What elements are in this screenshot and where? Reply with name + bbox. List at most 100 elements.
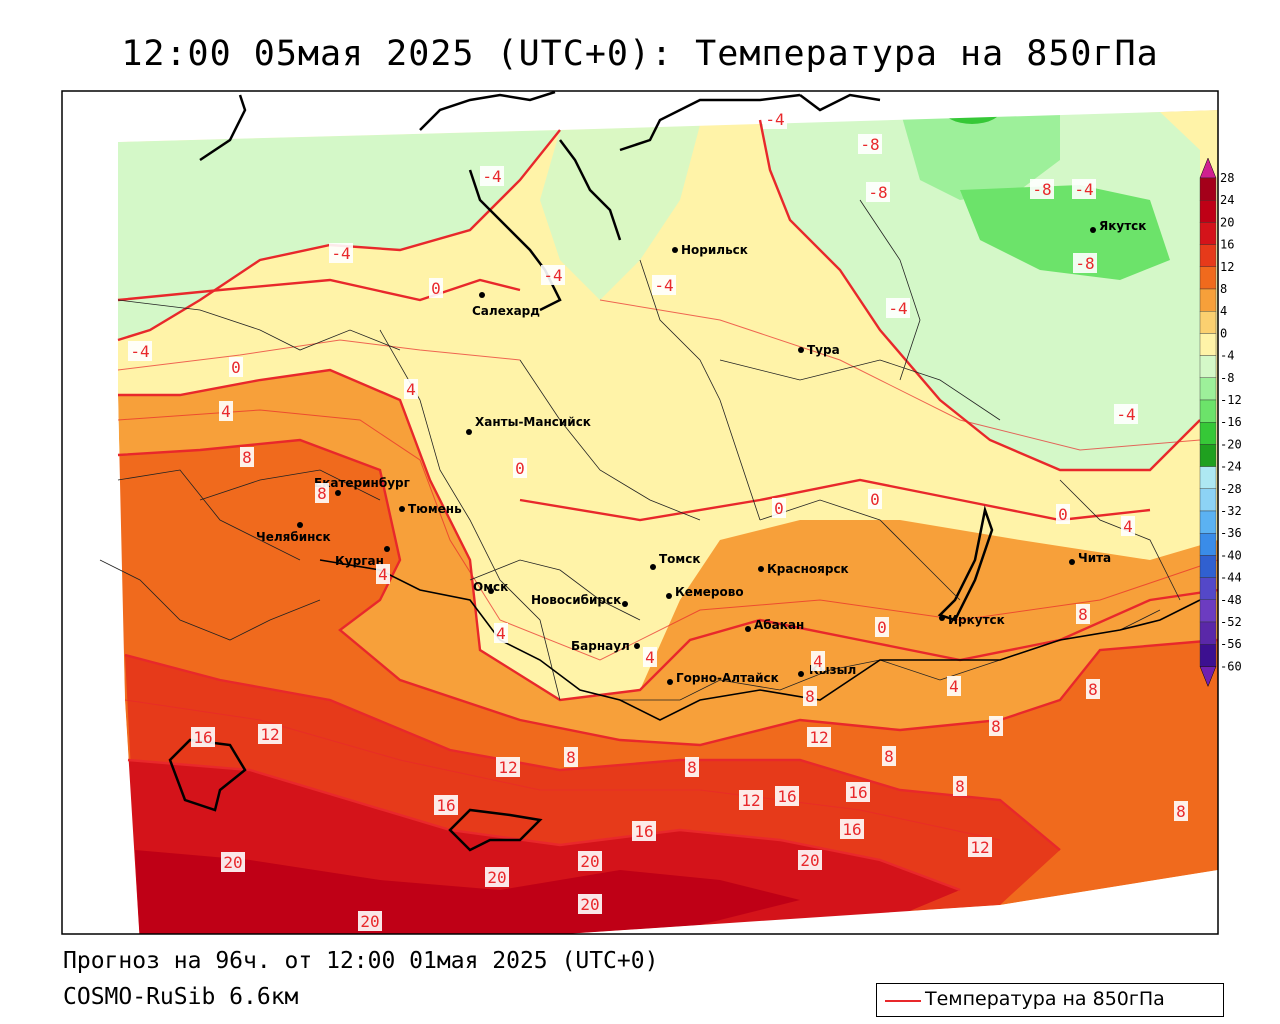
city-marker (667, 679, 673, 685)
map-frame (61, 90, 1219, 935)
colorbar-tick-label: -4 (1220, 349, 1234, 363)
forecast-map: 28 24 20 16 12 8 4 0 -4 -8 -12 -16 -20 -24 -28 -32 -36 -4… (61, 90, 1242, 935)
colorbar-swatch (1199, 288, 1217, 312)
contour-label-bg (429, 278, 443, 298)
contour-label: 16 (842, 820, 861, 839)
colorbar-bottom-arrow (1199, 666, 1217, 688)
contour-label: -8 (1075, 254, 1094, 273)
contour-label-bg (513, 458, 527, 478)
contour-label: 16 (436, 796, 455, 815)
colorbar-swatch (1199, 555, 1217, 578)
contour-label-bg (564, 747, 578, 767)
city-marker (798, 671, 804, 677)
contour-label-bg (1114, 404, 1138, 424)
contour-label: 4 (949, 677, 959, 696)
city-label: Якутск (1099, 219, 1146, 233)
colorbar-swatch (1199, 533, 1217, 556)
contour-label: 4 (496, 624, 506, 643)
contour-label: 8 (242, 448, 252, 467)
city-label: Салехард (472, 304, 540, 318)
colorbar-tick-label: -52 (1220, 615, 1242, 629)
contour-label: 8 (955, 777, 965, 796)
city-marker (479, 292, 485, 298)
outside-area-west (62, 91, 140, 934)
colorbar-tick-label: -40 (1220, 548, 1242, 562)
colorbar-tick-label: 8 (1220, 282, 1227, 296)
contour-label: 16 (848, 783, 867, 802)
contour-label-bg (240, 447, 254, 467)
city-marker (1069, 559, 1075, 565)
colorbar-tick-label: -36 (1220, 526, 1242, 540)
contour-label: -4 (331, 244, 350, 263)
contour-label-bg (953, 776, 967, 796)
isotherm-thin-lines (117, 299, 1218, 841)
contour-label: -8 (860, 135, 879, 154)
contour-label: 8 (805, 687, 815, 706)
colorbar-tick-label: -16 (1220, 415, 1242, 429)
contour-label: 4 (221, 402, 231, 421)
contour-label-bg (882, 746, 896, 766)
city-marker (297, 522, 303, 528)
contour-label: 0 (877, 618, 887, 637)
contour-label: 8 (1176, 802, 1186, 821)
city-marker (798, 347, 804, 353)
contour-label: 12 (970, 838, 989, 857)
city-label: Тюмень (408, 502, 462, 516)
colorbar-swatch (1199, 177, 1217, 201)
contour-label-bg (840, 819, 864, 839)
contour-label: 4 (406, 380, 416, 399)
contour-label: 0 (231, 358, 241, 377)
colorbar-tick-label: -48 (1220, 593, 1242, 607)
isotherm-lines (117, 119, 1218, 892)
zone-20-24 (135, 850, 800, 934)
contour-label-bg (798, 850, 822, 870)
contour-label-bg (875, 617, 889, 637)
region-borders (99, 199, 1181, 701)
contour-label: -4 (543, 266, 562, 285)
contour-label-bg (632, 821, 656, 841)
colorbar-swatch (1199, 488, 1217, 512)
contour-label: 0 (515, 459, 525, 478)
contour-label: 20 (360, 912, 379, 931)
colorbar-swatch (1199, 222, 1217, 245)
city-marker (939, 615, 945, 621)
contour-label: 20 (223, 853, 242, 872)
contour-label-bg (989, 716, 1003, 736)
contour-label-bg (480, 166, 504, 186)
city-marker (650, 564, 656, 570)
contour-label-bg (803, 686, 817, 706)
contour-label-bg (404, 379, 418, 399)
contour-label-bg (772, 498, 786, 518)
state-border (319, 559, 1201, 721)
colorbar-tick-label: -12 (1220, 393, 1242, 407)
contour-label-bg (191, 727, 215, 747)
contour-label: 8 (1088, 680, 1098, 699)
contour-label-bg (652, 275, 676, 295)
legend-label: Температура на 850гПа (925, 988, 1165, 1010)
contour-label-bg (496, 757, 520, 777)
city-label: Кемерово (675, 585, 744, 599)
colorbar-tick-label: -20 (1220, 437, 1242, 451)
colorbar-tick-label: -8 (1220, 371, 1234, 385)
colorbar-swatch (1199, 266, 1217, 290)
contour-label-bg (229, 357, 243, 377)
city-label: Челябинск (256, 530, 331, 544)
city-label: Екатеринбург (314, 476, 410, 490)
contour-label: -4 (482, 167, 501, 186)
zone-green-west (118, 130, 560, 340)
colorbar-tick-label: 16 (1220, 238, 1234, 252)
colorbar-swatch (1199, 355, 1217, 379)
city-marker (466, 429, 472, 435)
contour-label-bg (947, 676, 961, 696)
contour-label-bg (1056, 504, 1070, 524)
contour-label-bg (1076, 604, 1090, 624)
city-label: Томск (659, 552, 701, 566)
contour-label-bg (578, 894, 602, 914)
colorbar-tick-label: -28 (1220, 482, 1242, 496)
city-label: Иркутск (948, 613, 1005, 627)
city-marker (1090, 227, 1096, 233)
contour-label: 16 (777, 787, 796, 806)
contour-label: 12 (498, 758, 517, 777)
contour-label: -4 (130, 342, 149, 361)
colorbar-tick-label: -24 (1220, 460, 1242, 474)
